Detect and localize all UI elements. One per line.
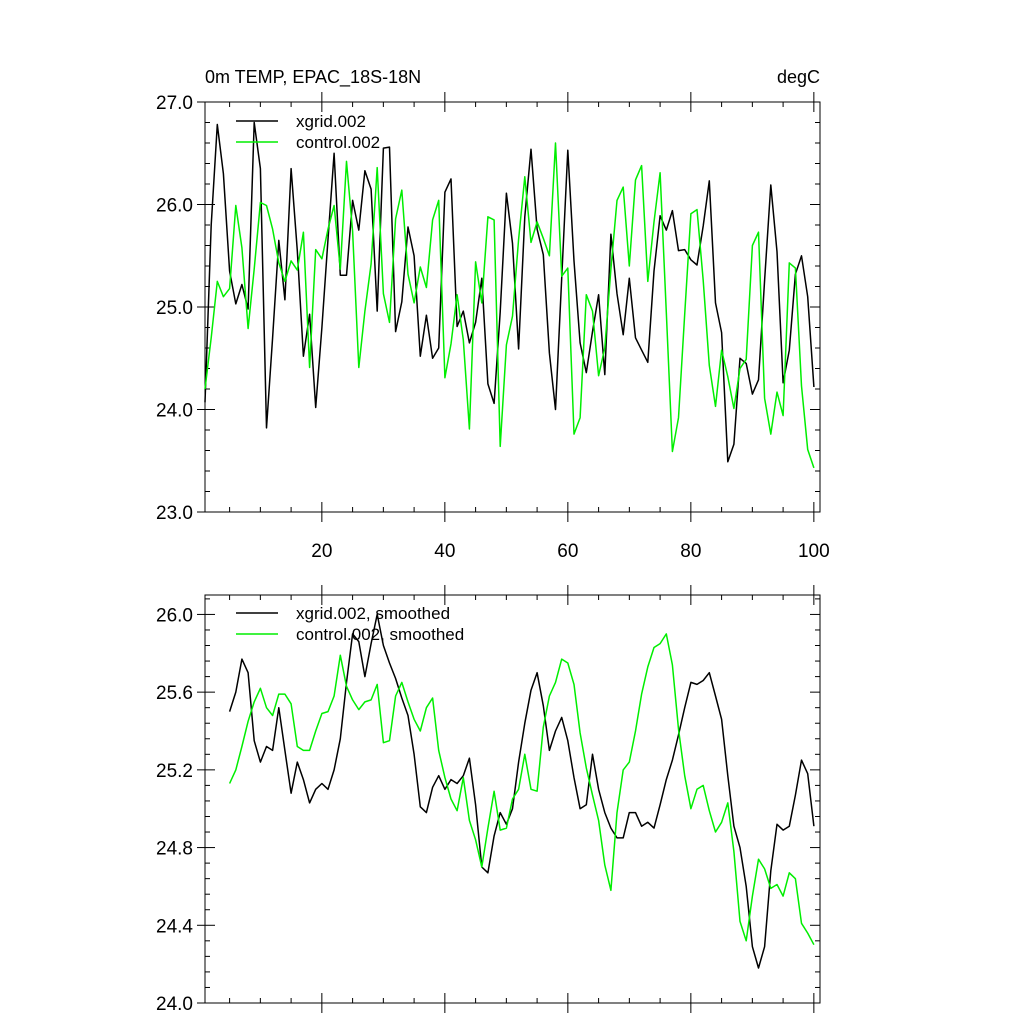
y-tick-label: 24.0 xyxy=(156,994,193,1015)
legend-label: control.002 xyxy=(296,133,380,152)
series-line-2 xyxy=(228,633,815,946)
y-tick-label: 26.0 xyxy=(156,605,193,626)
units-label: degC xyxy=(777,67,820,87)
plot-frame xyxy=(204,594,821,1004)
x-tick-label: 100 xyxy=(798,541,830,562)
x-tick-label: 20 xyxy=(311,541,332,562)
y-tick-label: 24.4 xyxy=(156,916,193,937)
x-tick-label: 40 xyxy=(434,541,455,562)
y-tick-label: 27.0 xyxy=(156,93,193,114)
y-tick-label: 24.0 xyxy=(156,401,193,422)
y-tick-label: 24.8 xyxy=(156,839,193,860)
series-line-1 xyxy=(228,613,815,969)
panel-2: 24.0 24.4 24.8 25.2 25.6 26.0 xgrid.002, smoot… xyxy=(156,585,821,1015)
legend-label: xgrid.002 xyxy=(296,112,366,131)
legend-label: control.002, smoothed xyxy=(296,625,464,644)
x-tick-label: 60 xyxy=(557,541,578,562)
y-tick-label: 25.6 xyxy=(156,683,193,704)
y-tick-label: 25.0 xyxy=(156,298,193,319)
chart-title: 0m TEMP, EPAC_18S-18N xyxy=(205,67,421,88)
legend-label: xgrid.002, smoothed xyxy=(296,604,450,623)
y-tick-label: 26.0 xyxy=(156,196,193,217)
series-line-1 xyxy=(204,121,815,463)
x-tick-label: 80 xyxy=(680,541,701,562)
panel-1: 23.0 24.0 25.0 26.0 27.0 20 40 60 80 100 0m TEMP, … xyxy=(156,67,830,562)
y-tick-label: 23.0 xyxy=(156,503,193,524)
y-tick-label: 25.2 xyxy=(156,761,193,782)
series-line-2 xyxy=(204,142,815,469)
